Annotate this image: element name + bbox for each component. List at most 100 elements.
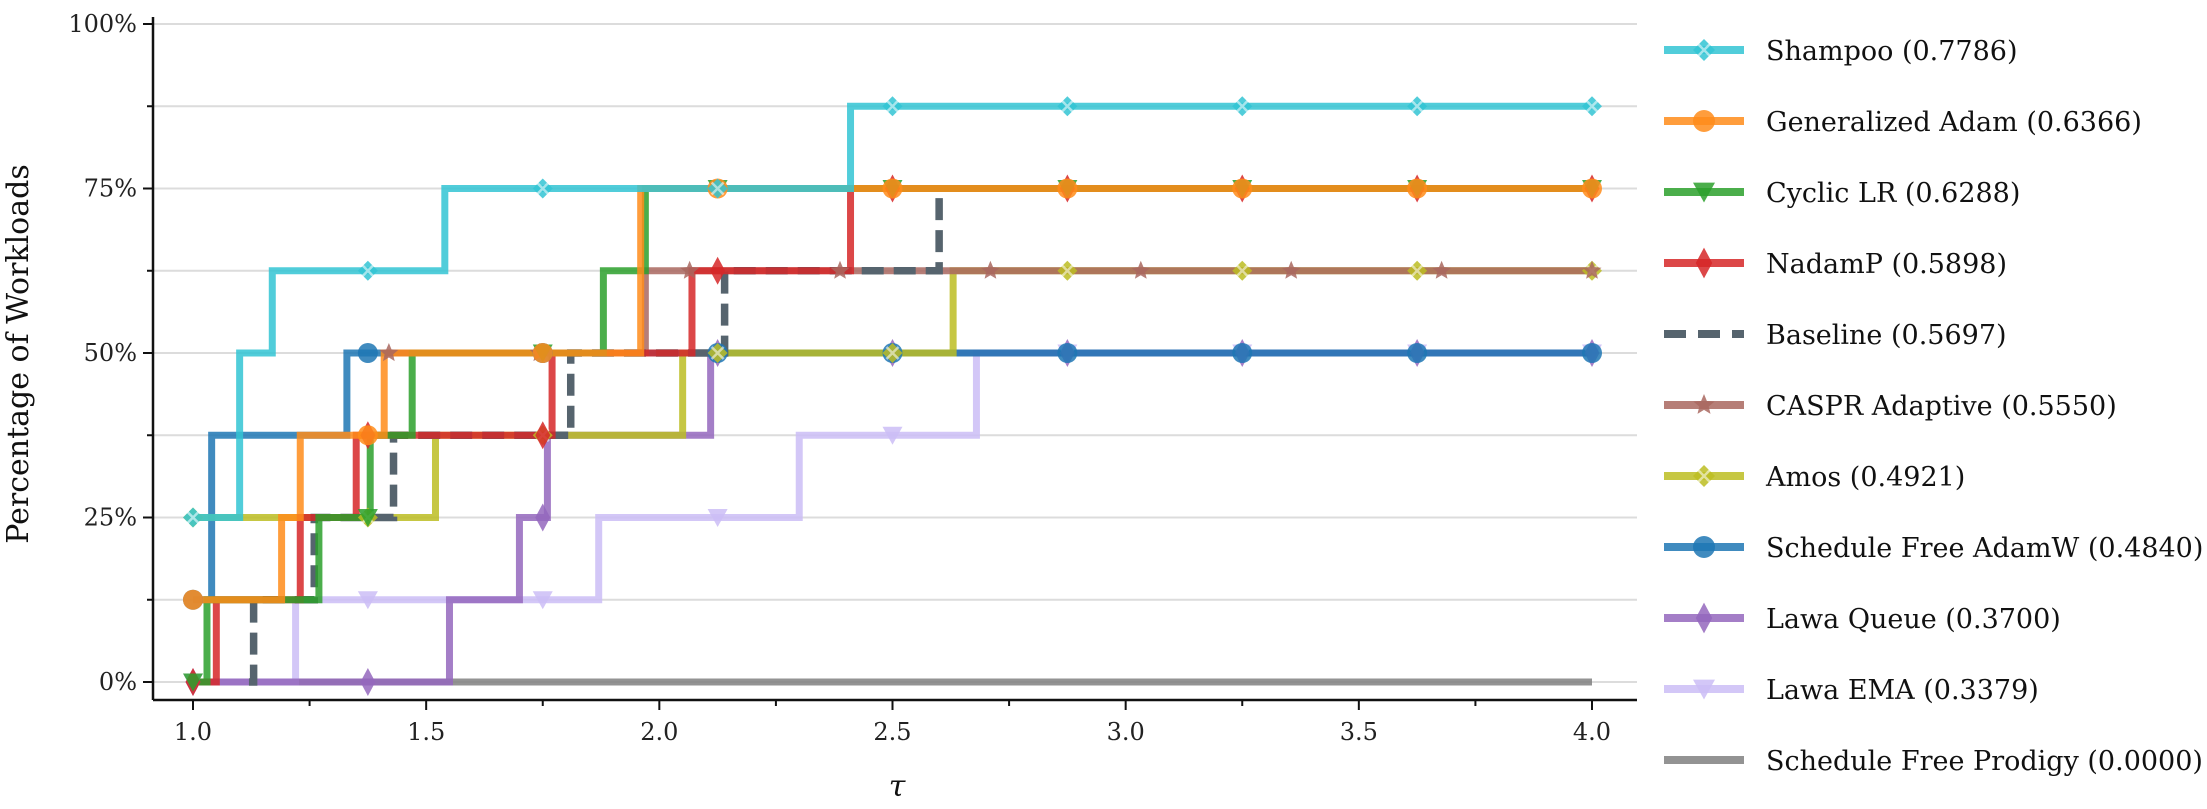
x-tick-label: 1.0 [174,718,212,746]
marker-x-diamond-cross [1235,99,1250,114]
marker-x-diamond [1407,96,1428,117]
marker-circle [1582,178,1602,199]
marker-x-diamond-cross [710,346,725,360]
x-tick-label: 1.5 [407,718,445,746]
legend-label: NadamP (0.5898) [1766,249,2007,280]
marker-circle [1407,178,1428,199]
x-tick-label: 4.0 [1573,718,1611,746]
marker-circle [1232,178,1253,199]
marker-circle [183,589,203,610]
legend-entry: Shampoo (0.7786) [1664,36,2018,67]
legend-label: Lawa Queue (0.3700) [1766,604,2061,635]
marker-triangle [357,509,378,527]
marker-x-diamond [1582,96,1602,117]
series-line [193,349,1592,686]
series-markers [183,96,1602,696]
y-tick-label: 75% [84,175,137,203]
series-line [193,349,1592,686]
marker-star [1432,260,1452,279]
marker-x-diamond-cross [1235,263,1250,278]
y-tick-label: 25% [84,504,137,532]
marker-x-diamond-cross [186,510,200,525]
legend-label: Baseline (0.5697) [1766,320,2007,351]
x-tick-label: 2.0 [640,718,678,746]
legend-entry: Generalized Adam (0.6366) [1664,107,2142,138]
marker-x-diamond [1407,260,1428,281]
x-axis-title: τ [889,769,906,804]
marker-circle [1693,536,1715,558]
marker-circle [1057,178,1078,199]
marker-x-diamond-cross [1410,263,1425,278]
marker-circle [532,343,553,363]
marker-x-diamond-cross [535,181,550,196]
y-tick-label: 50% [84,339,137,367]
legend-entry: Lawa EMA (0.3379) [1664,675,2039,706]
marker-diamond [1695,247,1713,279]
marker-x-diamond [1693,39,1715,61]
legend-label: Cyclic LR (0.6288) [1766,178,2020,209]
series-line [193,267,1592,521]
marker-star [680,260,700,279]
legend-label: Amos (0.4921) [1765,462,1965,493]
marker-x-diamond [357,260,378,281]
marker-diamond [360,668,376,696]
marker-x-diamond [183,507,203,528]
marker-star [379,343,399,362]
y-axis-title: Percentage of Workloads [1,164,36,543]
marker-star [830,260,850,279]
marker-circle [1232,343,1253,363]
marker-x-diamond [882,343,903,363]
marker-triangle [1693,182,1715,203]
tick-labels: 0% 25% 50% 75% 100% 1.0 1.5 2.0 2.5 3.0 3.5 4.0 [68,10,1611,746]
marker-star [1582,260,1602,279]
series-line [193,349,1592,604]
legend-label: Lawa EMA (0.3379) [1766,675,2039,706]
marker-x-diamond-cross [360,263,375,278]
legend-entry: Lawa Queue (0.3700) [1664,602,2061,635]
legend-entry: Schedule Free AdamW (0.4840) [1664,533,2203,564]
marker-triangle [532,591,553,610]
marker-star [1131,260,1151,279]
marker-diamond [1695,602,1713,634]
y-tick-label: 100% [68,10,137,38]
x-tick-label: 2.5 [873,718,911,746]
marker-circle [1407,343,1428,363]
marker-x-diamond [532,178,553,199]
marker-x-diamond-cross [710,181,725,196]
marker-diamond [535,421,551,450]
series-line [193,185,1592,604]
marker-x-diamond-cross [1060,263,1075,278]
marker-x-diamond-cross [1410,99,1425,114]
marker-x-diamond-cross [1697,469,1711,483]
legend-entry: Schedule Free Prodigy (0.0000) [1664,746,2203,777]
marker-x-diamond-cross [885,346,900,360]
x-tick-label: 3.5 [1340,718,1378,746]
marker-triangle [882,426,903,445]
marker-x-diamond [707,178,728,199]
marker-x-diamond-cross [885,99,900,114]
marker-triangle [1693,679,1715,700]
marker-x-diamond-cross [1697,43,1711,57]
marker-triangle [183,673,203,692]
legend-entry: Amos (0.4921) [1664,462,1965,493]
marker-x-diamond [1232,260,1253,281]
marker-x-diamond-cross [1585,99,1599,114]
marker-x-diamond [1693,465,1715,487]
legend-entry: CASPR Adaptive (0.5550) [1664,391,2117,422]
legend-entry: Baseline (0.5697) [1664,320,2007,351]
marker-x-diamond-cross [1060,99,1075,114]
legend-label: CASPR Adaptive (0.5550) [1766,391,2117,422]
marker-x-diamond [882,96,903,117]
marker-circle [1057,343,1078,363]
marker-x-diamond [1057,96,1078,117]
marker-diamond [710,256,726,285]
marker-triangle [357,591,378,610]
marker-circle [1582,343,1602,363]
legend-label: Schedule Free AdamW (0.4840) [1766,533,2203,564]
x-tick-label: 3.0 [1107,718,1145,746]
series-lines [193,102,1592,686]
legend-entry: NadamP (0.5898) [1664,247,2007,280]
marker-star [980,260,1000,279]
marker-triangle [707,509,728,527]
